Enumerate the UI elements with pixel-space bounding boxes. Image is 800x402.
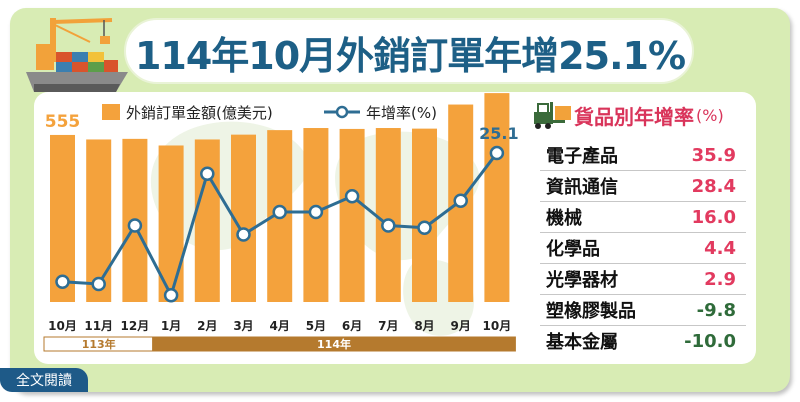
line-data-label: 25.1 [479, 124, 518, 143]
page-title: 114年10月外銷訂單年增25.1% [134, 33, 686, 78]
growth-point [55, 274, 70, 289]
growth-point [200, 166, 215, 181]
growth-point [236, 227, 251, 242]
category-growth-unit: (%) [696, 105, 724, 125]
growth-point [163, 288, 179, 303]
x-tick-label: 8月 [414, 319, 434, 333]
x-tick-label: 3月 [233, 319, 253, 333]
bar [339, 128, 365, 302]
bar [194, 139, 220, 302]
bar [50, 134, 75, 302]
bar [86, 139, 112, 302]
category-name: 機械 [546, 208, 582, 229]
category-growth-table: 電子產品 35.9 資訊通信 28.4 機械 16.0 化學品 4.4 光學器材 2.9 … [540, 140, 746, 356]
category-value: 16.0 [691, 206, 736, 228]
bar [375, 128, 401, 302]
category-name: 塑橡膠製品 [546, 301, 636, 322]
x-tick-label: 7月 [378, 319, 398, 333]
x-tick-label: 10月 [483, 319, 512, 333]
category-value: 4.4 [704, 237, 736, 259]
year-group-label: 114年 [317, 337, 351, 351]
category-value: 2.9 [704, 268, 736, 290]
read-full-text-link[interactable]: 全文閱讀 [0, 368, 88, 392]
category-name: 基本金屬 [546, 332, 618, 353]
bar [484, 93, 510, 302]
orders-chart: 外銷訂單金額(億美元)年增率(%)55569425.110月11月12月1月2月… [43, 93, 519, 352]
category-name: 化學品 [546, 239, 600, 260]
growth-point [417, 220, 432, 235]
growth-point [91, 276, 106, 292]
legend-bar-swatch [102, 104, 120, 120]
x-tick-label: 1月 [161, 319, 181, 333]
legend-line-marker [335, 105, 349, 119]
year-group-label: 113年 [82, 337, 116, 351]
x-tick-label: 6月 [342, 319, 362, 333]
bar [412, 128, 437, 302]
growth-point [453, 193, 468, 208]
category-value: 35.9 [691, 144, 736, 166]
category-value: -10.0 [684, 330, 736, 352]
category-name: 資訊通信 [546, 177, 618, 198]
category-row: 資訊通信 28.4 [540, 171, 746, 202]
growth-point [344, 189, 360, 204]
x-tick-label: 10月 [48, 319, 77, 333]
x-tick-label: 5月 [306, 319, 326, 333]
x-tick-label: 4月 [270, 319, 290, 333]
category-growth-heading: 貨品別年增率 [574, 104, 694, 129]
forklift-icon [534, 102, 571, 129]
title-pill [124, 18, 694, 84]
category-row: 光學器材 2.9 [540, 264, 746, 295]
category-value: -9.8 [696, 299, 736, 321]
category-name: 光學器材 [546, 270, 618, 291]
category-row: 機械 16.0 [540, 202, 746, 233]
growth-point [381, 218, 396, 233]
category-value: 28.4 [691, 175, 736, 197]
category-row: 化學品 4.4 [540, 233, 746, 264]
growth-point [272, 204, 287, 220]
x-tick-label: 9月 [451, 319, 471, 333]
category-row: 電子產品 35.9 [540, 140, 746, 171]
growth-point [127, 218, 143, 233]
bar-data-label: 555 [45, 112, 81, 132]
year-group-bar [152, 336, 516, 352]
x-tick-label: 11月 [84, 319, 113, 333]
category-name: 電子產品 [546, 146, 618, 167]
bar [158, 145, 184, 302]
category-row: 塑橡膠製品 -9.8 [540, 295, 746, 326]
cargo-ship-icon [26, 18, 128, 92]
growth-point [489, 145, 505, 161]
category-row: 基本金屬 -10.0 [540, 326, 746, 356]
x-tick-label: 12月 [121, 319, 150, 333]
legend-line-label: 年增率(%) [366, 104, 437, 122]
category-growth-title: 貨品別年增率 (%) [574, 102, 724, 129]
growth-point [308, 204, 324, 220]
x-tick-label: 2月 [197, 319, 217, 333]
legend-bar-label: 外銷訂單金額(億美元) [126, 104, 273, 122]
